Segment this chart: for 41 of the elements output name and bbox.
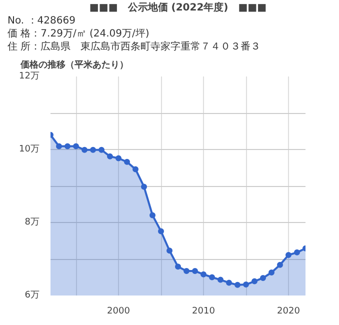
point xyxy=(234,282,240,288)
y-tick-label: 8万 xyxy=(24,218,40,228)
x-tick-label: 2000 xyxy=(107,306,130,316)
point xyxy=(141,184,147,190)
point xyxy=(132,166,138,172)
point xyxy=(184,268,190,274)
point xyxy=(158,228,164,234)
point xyxy=(260,274,266,281)
point xyxy=(277,262,283,268)
chart-subtitle: 価格の推移（平米あたり） xyxy=(20,60,128,70)
point xyxy=(166,248,172,254)
y-tick-label: 6万 xyxy=(24,290,40,300)
point xyxy=(286,252,292,258)
y-tick-label: 10万 xyxy=(19,144,40,154)
point xyxy=(73,143,79,150)
point xyxy=(209,274,215,280)
point xyxy=(192,268,198,274)
point xyxy=(218,276,224,283)
point xyxy=(64,143,70,150)
text: No. ：428669 xyxy=(8,16,76,26)
point xyxy=(175,264,181,270)
point xyxy=(252,278,258,284)
x-tick-label: 2010 xyxy=(192,306,216,316)
point xyxy=(82,146,88,153)
point xyxy=(268,270,274,276)
point xyxy=(107,153,113,160)
text: 住 所：広島県 東広島市西条町寺家字重常７４０３番３ xyxy=(8,40,261,52)
point xyxy=(56,143,62,150)
point xyxy=(294,249,300,256)
point xyxy=(243,282,249,288)
point xyxy=(150,212,156,218)
y-tick-label: 12万 xyxy=(19,72,40,82)
point xyxy=(98,146,104,153)
point xyxy=(200,271,206,278)
text: 価 格：7.29万/㎡ (24.09万/坪) xyxy=(8,28,150,40)
x-tick-label: 2020 xyxy=(277,306,300,316)
point xyxy=(90,146,96,153)
point xyxy=(124,158,130,165)
chart-title: ■■■ 公示地価 (2022年度) ■■■ xyxy=(89,2,267,14)
point xyxy=(116,155,122,162)
point xyxy=(226,280,232,286)
